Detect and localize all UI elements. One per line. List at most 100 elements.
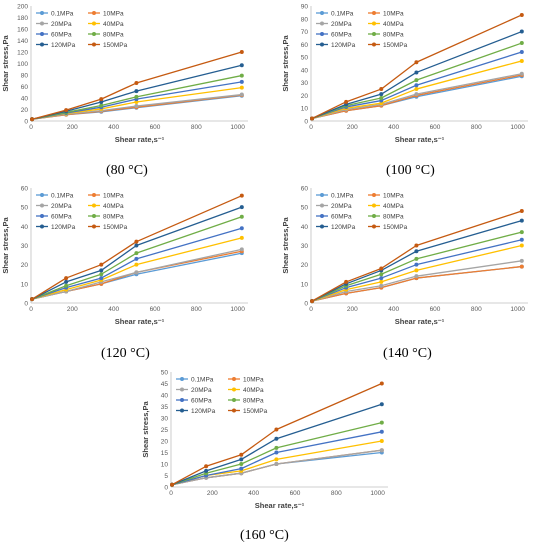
legend-swatch-marker: [92, 42, 96, 47]
legend-swatch-marker: [372, 214, 376, 218]
data-point: [519, 237, 524, 242]
x-tick-label: 200: [207, 490, 218, 497]
y-tick-label: 160: [17, 27, 28, 34]
y-tick-label: 80: [21, 73, 29, 80]
legend-label: 80MPa: [383, 31, 404, 38]
y-tick-label: 25: [161, 427, 169, 434]
legend-label: 150MPa: [103, 224, 128, 231]
data-point: [239, 214, 244, 219]
data-point: [134, 262, 139, 267]
y-tick-label: 40: [301, 67, 309, 74]
x-tick-label: 800: [471, 306, 482, 313]
data-point: [414, 78, 419, 83]
data-point: [134, 81, 139, 86]
legend-label: 150MPa: [103, 42, 128, 49]
data-point: [239, 73, 244, 78]
y-tick-label: 30: [21, 243, 29, 250]
x-axis-title: Shear rate,s⁻¹: [255, 501, 305, 510]
x-tick-label: 800: [471, 124, 482, 131]
y-tick-label: 20: [21, 262, 29, 269]
chart-caption-80c: (80 °C): [106, 163, 148, 178]
x-tick-label: 600: [430, 124, 441, 131]
x-tick-label: 600: [150, 124, 161, 131]
legend-swatch-marker: [320, 11, 324, 15]
y-tick-label: 20: [301, 93, 309, 100]
x-tick-label: 200: [347, 124, 358, 131]
data-point: [239, 462, 244, 466]
data-point: [344, 279, 349, 284]
x-tick-label: 1000: [510, 124, 525, 131]
y-tick-label: 0: [304, 301, 308, 308]
data-point: [310, 116, 315, 121]
legend-swatch-marker: [320, 224, 324, 229]
y-tick-label: 50: [161, 370, 169, 377]
data-point: [414, 262, 419, 267]
legend-swatch-marker: [40, 224, 44, 229]
legend-label: 0.1MPa: [51, 192, 74, 199]
y-axis-title: Shear stress,Pa: [281, 35, 290, 92]
legend-swatch-marker: [372, 203, 376, 208]
y-tick-label: 10: [21, 281, 29, 288]
data-point: [99, 100, 104, 105]
data-point: [134, 256, 139, 261]
data-point: [519, 50, 524, 54]
legend-swatch-marker: [232, 387, 236, 392]
legend-label: 120MPa: [191, 408, 216, 415]
data-point: [99, 97, 104, 102]
series-line: [311, 260, 522, 302]
legend-label: 20MPa: [51, 21, 72, 28]
legend-swatch-marker: [232, 398, 236, 402]
y-tick-label: 0: [164, 485, 168, 492]
x-tick-label: 0: [169, 490, 173, 497]
chart-panel-160c: 0 5 10 15 20 25 30 35 40 45 50 0 200 400 600 800 1000 She…: [140, 366, 402, 511]
data-point: [310, 299, 315, 304]
data-point: [239, 226, 244, 231]
y-tick-label: 90: [301, 4, 309, 11]
x-axis-title: Shear rate,s⁻¹: [395, 317, 445, 326]
y-tick-label: 140: [17, 38, 28, 45]
data-point: [379, 420, 384, 425]
data-point: [519, 209, 524, 213]
legend-swatch-marker: [372, 42, 376, 47]
x-tick-label: 200: [67, 124, 78, 131]
x-tick-label: 1000: [230, 124, 245, 131]
data-point: [134, 104, 139, 109]
legend-swatch-marker: [92, 11, 96, 15]
chart-panel-100c: 0 10 20 30 40 50 60 70 80 90 0 200 400 600 800 1000 Shea…: [280, 0, 542, 145]
data-point: [239, 247, 244, 252]
legend-label: 120MPa: [51, 42, 76, 49]
data-point: [414, 268, 419, 273]
data-point: [134, 239, 139, 244]
data-point: [239, 452, 244, 457]
data-point: [414, 243, 419, 248]
legend-label: 80MPa: [383, 213, 404, 220]
data-point: [239, 79, 244, 84]
data-point: [64, 283, 69, 288]
legend-swatch-marker: [92, 214, 96, 218]
legend-label: 120MPa: [51, 224, 76, 231]
legend-label: 80MPa: [103, 31, 124, 38]
data-point: [274, 445, 279, 450]
data-point: [239, 63, 244, 68]
data-point: [274, 436, 279, 441]
chart-caption-160c: (160 °C): [240, 528, 289, 543]
legend-swatch-marker: [372, 193, 376, 197]
legend-swatch-marker: [320, 193, 324, 197]
legend-label: 40MPa: [383, 203, 404, 210]
x-tick-label: 800: [191, 124, 202, 131]
legend-label: 0.1MPa: [331, 192, 354, 199]
y-tick-label: 15: [161, 450, 169, 457]
data-point: [379, 402, 384, 407]
data-point: [274, 457, 279, 462]
data-point: [239, 235, 244, 240]
data-point: [379, 96, 384, 100]
y-tick-label: 30: [161, 416, 169, 423]
legend-label: 0.1MPa: [51, 10, 74, 17]
x-tick-label: 0: [309, 124, 313, 131]
chart-panel-140c: 0 10 20 30 40 50 60 0 200 400 600 800 1000 Shear rate…: [280, 182, 542, 327]
y-tick-label: 180: [17, 15, 28, 22]
data-point: [134, 89, 139, 94]
data-point: [204, 464, 209, 469]
